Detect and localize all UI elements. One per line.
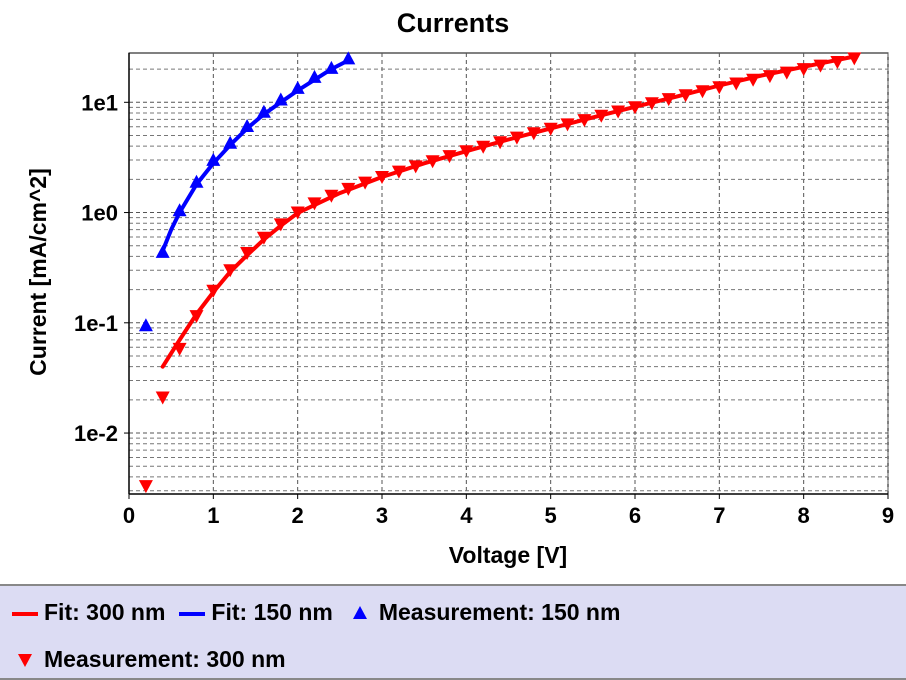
data-point [543,122,558,136]
data-point [189,174,204,188]
data-point [358,176,373,190]
data-point [408,160,423,174]
y-tick-label: 1e0 [81,201,118,226]
data-point [223,264,238,278]
x-axis-label: Voltage [V] [449,542,567,568]
x-tick-label: 9 [882,503,894,528]
x-tick-label: 7 [713,503,725,528]
data-point [425,155,440,169]
data-point [138,480,153,494]
data-point [695,85,710,99]
legend-line-blue-icon [177,594,207,630]
tick-labels: 0 1 2 3 4 5 6 7 8 9 1e-2 1e-1 1e0 1e1 [74,90,894,528]
data-point [762,70,777,84]
data-point [290,80,305,94]
data-point [172,203,187,217]
series-measurement-150-nm [138,51,356,332]
data-point [307,197,322,211]
chart-title: Currents [397,8,510,38]
x-tick-label: 0 [123,503,135,528]
legend-item-measurement-150: Measurement: 150 nm [345,594,621,630]
data-point [240,247,255,260]
data-point [830,56,845,69]
x-tick-label: 6 [629,503,641,528]
data-point [206,284,221,298]
data-point [391,165,406,179]
data-point [611,105,626,119]
data-point [341,51,356,65]
data-point [779,66,794,80]
data-point [273,92,288,106]
data-point [509,131,524,145]
data-point [628,101,642,115]
data-point [240,119,255,132]
data-point [324,60,339,74]
data-point [290,206,305,220]
y-tick-label: 1e1 [81,90,118,115]
y-tick-label: 1e-2 [74,421,118,446]
data-point [813,59,828,73]
axes [128,53,888,495]
data-point [729,77,744,91]
series [138,51,862,494]
data-point [256,231,271,245]
data-point [307,69,322,83]
legend-label: Measurement: 300 nm [44,645,286,672]
legend-line-red-icon [10,594,40,630]
legend: Fit: 300 nm Fit: 150 nm Measurement: 150… [0,584,906,680]
legend-item-fit-150: Fit: 150 nm [177,594,333,630]
y-axis-label: Current [mA/cm^2] [25,168,51,376]
data-point [324,189,339,203]
data-point [189,310,204,324]
legend-triangle-down-icon [10,641,40,677]
data-point [661,93,676,107]
data-point [712,81,727,95]
legend-item-fit-300: Fit: 300 nm [10,594,165,630]
data-point [746,73,761,87]
legend-item-measurement-300: Measurement: 300 nm [10,641,286,677]
data-point [138,318,153,332]
data-point [526,127,541,141]
x-tick-label: 5 [545,503,557,528]
series-measurement-300-nm [138,52,862,494]
y-tick-label: 1e-1 [74,311,118,336]
data-point [493,136,508,150]
data-point [644,97,659,111]
data-point [341,182,356,196]
legend-label: Fit: 300 nm [44,598,166,625]
legend-label: Measurement: 150 nm [378,598,621,625]
data-point [155,244,170,258]
x-tick-label: 1 [207,503,219,528]
data-point [560,118,575,132]
data-point [594,109,609,123]
data-point [459,145,474,159]
data-point [796,63,811,77]
data-point [206,152,221,166]
currents-chart: Currents 0 1 2 3 4 5 6 7 8 9 1e-2 1e-1 1e0 1e1 Voltag… [25,8,894,568]
data-point [155,391,170,405]
data-point [476,140,491,154]
x-tick-label: 2 [292,503,304,528]
data-point [678,89,693,103]
data-point [273,218,288,232]
x-tick-label: 4 [460,503,473,528]
data-point [375,171,389,184]
data-point [442,150,457,164]
x-tick-label: 8 [798,503,810,528]
data-point [223,135,238,149]
legend-label: Fit: 150 nm [211,598,333,625]
legend-triangle-up-icon [345,594,375,630]
data-point [577,114,592,128]
data-point [172,342,187,356]
grid [129,53,889,494]
chart-area: Currents 0 1 2 3 4 5 6 7 8 9 1e-2 1e-1 1e0 1e1 Voltag… [25,8,894,568]
data-point [256,104,271,118]
data-point [847,52,862,66]
x-tick-label: 3 [376,503,388,528]
